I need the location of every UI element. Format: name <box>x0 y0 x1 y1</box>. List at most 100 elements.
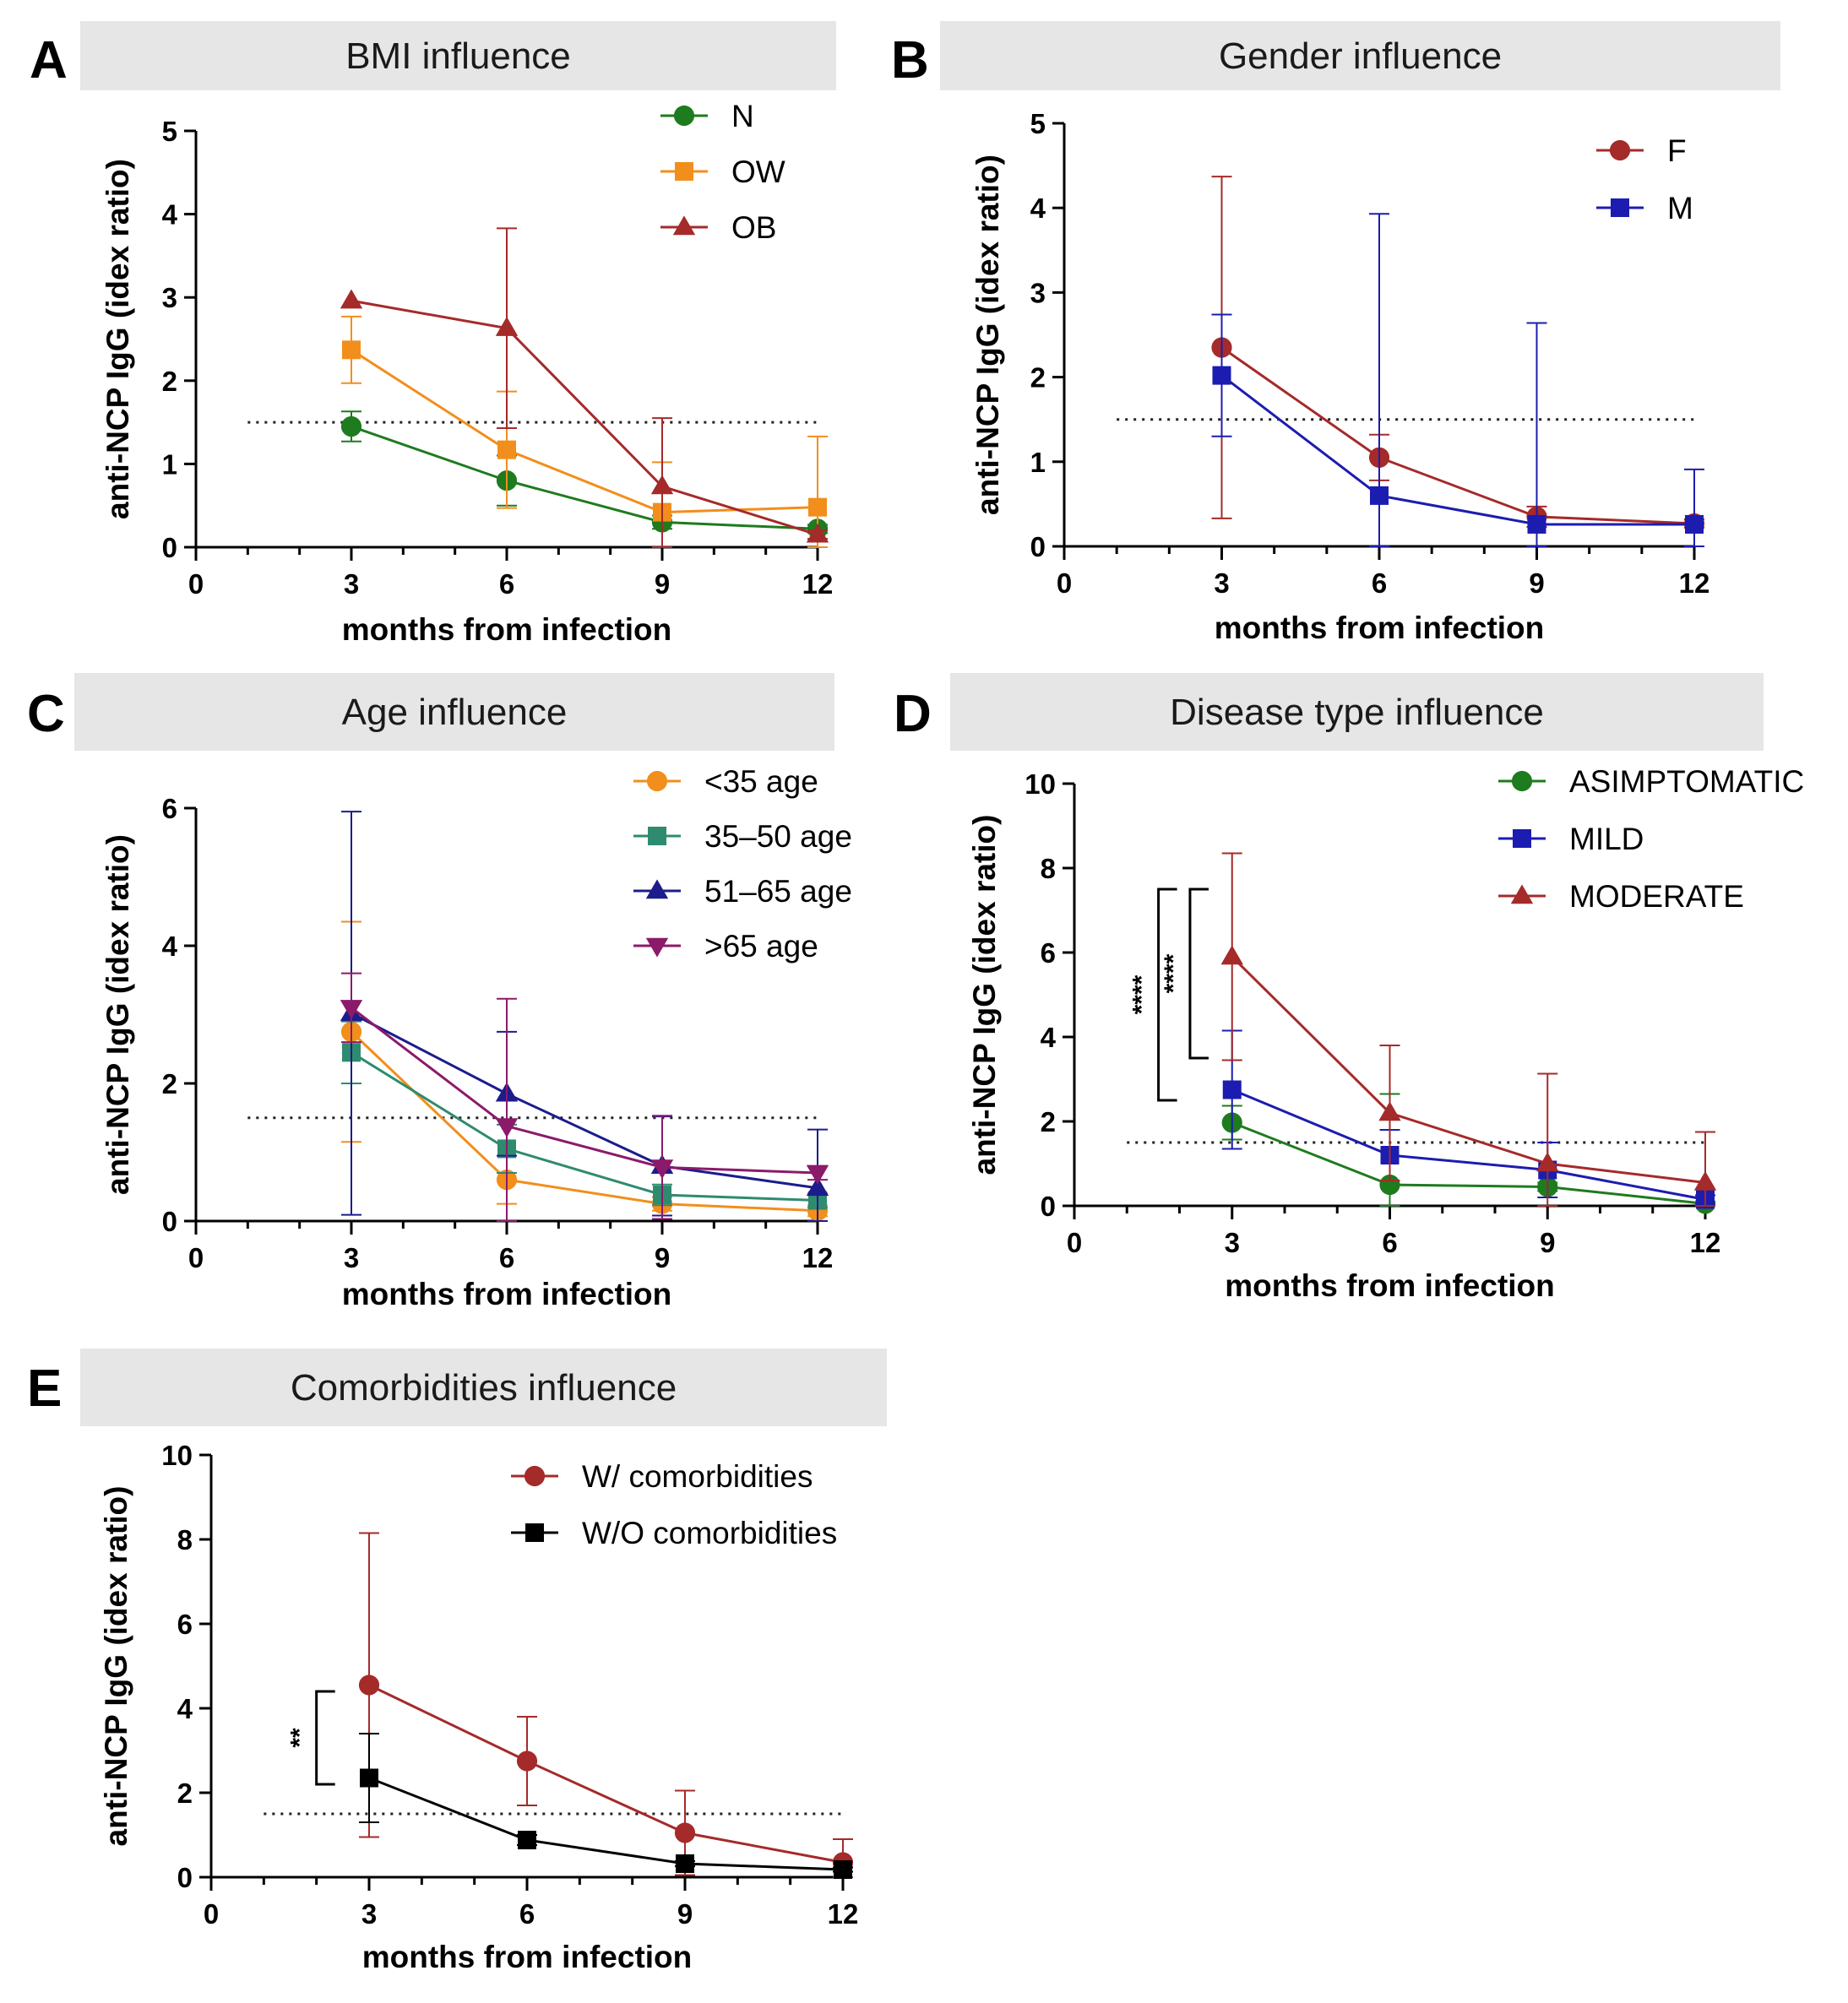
title-banner <box>80 21 836 90</box>
data-point <box>1378 1101 1401 1121</box>
significance-label: ** <box>286 1728 314 1748</box>
significance-label: **** <box>1128 974 1156 1014</box>
significance-bracket: ** <box>286 1690 335 1786</box>
series-line <box>351 349 818 514</box>
data-point <box>650 1159 674 1180</box>
series-line <box>368 1777 844 1871</box>
significance-bracket: **** <box>1160 888 1209 1060</box>
legend-marker <box>646 770 668 792</box>
data-point <box>495 1118 519 1138</box>
series-line <box>351 1051 818 1202</box>
y-tick-label: 2 <box>162 1068 177 1099</box>
x-tick-label: 9 <box>1540 1227 1555 1258</box>
legend-marker <box>1513 829 1531 848</box>
legend-item: W/ comorbidities <box>511 1459 813 1494</box>
series--35-age <box>340 920 829 1221</box>
x-tick-label: 0 <box>204 1898 219 1930</box>
legend-item: >65 age <box>633 929 818 964</box>
panel-e: Comorbidities influence E 0 2 4 6 8 10 0 3 6 9 12 mon… <box>27 1349 887 1974</box>
legend-marker <box>1609 139 1631 161</box>
chart-title: Gender influence <box>1219 35 1502 77</box>
series-moderate <box>1220 852 1717 1207</box>
x-tick-label: 12 <box>802 568 834 600</box>
legend-label: MILD <box>1569 822 1644 856</box>
series-51-65-age <box>340 811 829 1222</box>
y-tick-label: 10 <box>1025 768 1056 800</box>
data-point <box>340 415 362 437</box>
panel-letter: C <box>27 685 65 743</box>
legend-item: MILD <box>1498 822 1644 856</box>
data-point <box>674 1822 696 1843</box>
y-tick-label: 0 <box>162 532 177 563</box>
series-line <box>368 1684 844 1864</box>
legend-marker <box>645 937 669 958</box>
bracket-line <box>1188 888 1209 1060</box>
data-point <box>340 1000 363 1019</box>
legend-label: W/ comorbidities <box>582 1459 813 1494</box>
y-tick-label: 4 <box>162 931 178 962</box>
legend-item: <35 age <box>633 764 818 799</box>
y-axis-label: anti-NCP IgG (idex ratio) <box>101 159 135 519</box>
y-axis-label: anti-NCP IgG (idex ratio) <box>99 1486 133 1847</box>
series-line <box>351 299 818 536</box>
legend-item: OW <box>660 155 785 189</box>
x-tick-label: 0 <box>188 1242 204 1273</box>
data-point <box>360 1768 378 1788</box>
x-tick-label: 9 <box>677 1898 693 1930</box>
y-tick-label: 6 <box>1041 937 1056 969</box>
y-axis-label: anti-NCP IgG (idex ratio) <box>967 815 1002 1175</box>
data-point <box>1222 1080 1242 1099</box>
series--65-age <box>340 972 829 1222</box>
x-tick-label: 3 <box>344 568 359 600</box>
legend-marker <box>1511 770 1533 792</box>
y-tick-label: 2 <box>1041 1106 1056 1137</box>
y-tick-label: 6 <box>177 1609 193 1640</box>
x-tick-label: 9 <box>1529 567 1544 599</box>
data-point <box>1220 945 1243 965</box>
data-point <box>1685 514 1704 534</box>
y-tick-label: 1 <box>1030 447 1046 478</box>
legend-label: W/O comorbidities <box>582 1516 837 1550</box>
data-point <box>834 1860 852 1879</box>
series-n <box>340 410 829 540</box>
x-tick-label: 0 <box>188 568 204 600</box>
data-point <box>1527 514 1546 534</box>
series-w-o-comorbidities <box>359 1733 853 1879</box>
bracket-line <box>1157 888 1177 1102</box>
x-tick-label: 3 <box>1214 567 1229 599</box>
y-tick-label: 0 <box>1030 531 1046 562</box>
series-ob <box>340 227 829 548</box>
data-point <box>650 475 674 495</box>
y-axis-label: anti-NCP IgG (idex ratio) <box>970 155 1005 515</box>
x-tick-label: 0 <box>1057 567 1072 599</box>
data-point <box>806 523 829 543</box>
title-banner <box>74 673 834 751</box>
data-point <box>1379 1174 1400 1196</box>
x-axis-label: months from infection <box>1215 611 1545 645</box>
series-line <box>1231 1121 1706 1205</box>
x-tick-label: 9 <box>655 1242 670 1273</box>
x-axis-label: months from infection <box>342 1277 672 1311</box>
x-tick-label: 6 <box>519 1898 535 1930</box>
legend-marker <box>672 215 696 236</box>
y-axis-label: anti-NCP IgG (idex ratio) <box>101 834 135 1195</box>
legend-label: 35–50 age <box>704 819 852 854</box>
legend-item: MODERATE <box>1498 879 1744 914</box>
y-tick-label: 0 <box>162 1206 177 1237</box>
y-tick-label: 4 <box>177 1693 193 1724</box>
x-tick-label: 3 <box>361 1898 377 1930</box>
data-point <box>1370 486 1389 505</box>
chart-title: Comorbidities influence <box>291 1367 677 1409</box>
series-line <box>351 1012 818 1190</box>
y-tick-label: 2 <box>1030 362 1046 394</box>
legend-label: >65 age <box>704 929 818 964</box>
x-tick-label: 9 <box>655 568 670 600</box>
data-point <box>806 1176 829 1197</box>
series-asimptomatic <box>1221 1093 1716 1214</box>
x-tick-label: 6 <box>1372 567 1387 599</box>
x-axis-label: months from infection <box>342 612 672 647</box>
bracket-line <box>315 1690 335 1786</box>
legend-marker <box>525 1523 544 1542</box>
